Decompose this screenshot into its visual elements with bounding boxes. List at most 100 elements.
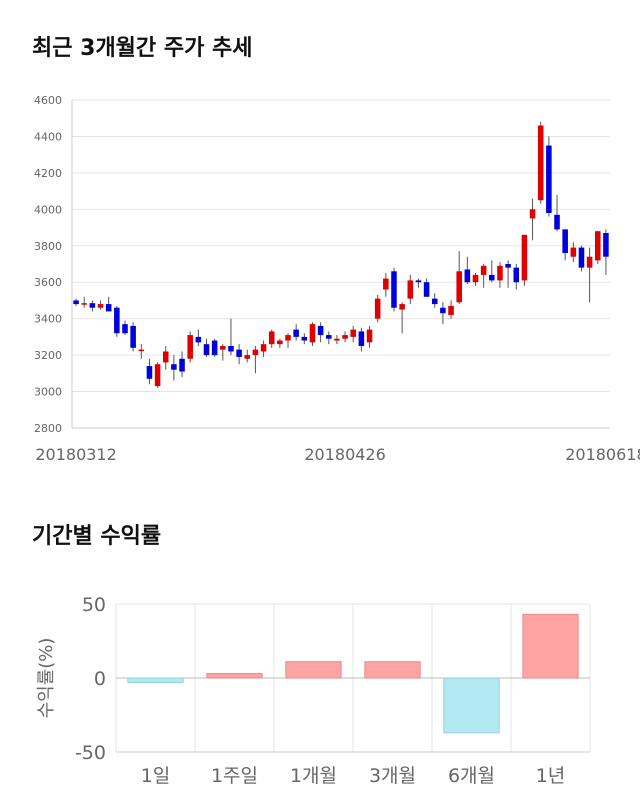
returns-bar	[206, 673, 263, 679]
candle-body	[554, 214, 560, 230]
candle-body	[350, 329, 356, 337]
candle-body	[472, 274, 479, 283]
candle	[309, 322, 316, 346]
candle	[342, 331, 348, 343]
candle-body	[81, 303, 87, 305]
candle	[252, 346, 259, 374]
candle-body	[383, 278, 389, 290]
candle-body	[358, 331, 365, 346]
candle-body	[537, 125, 544, 201]
candle	[350, 325, 356, 343]
candle-body	[366, 329, 373, 343]
returns-x-tick-label: 1개월	[290, 765, 337, 787]
candle	[162, 346, 169, 370]
candle-body	[334, 338, 340, 341]
candle	[415, 278, 422, 288]
candle-body	[244, 355, 251, 359]
candle	[464, 256, 471, 285]
candle-body	[285, 335, 291, 341]
candle	[489, 260, 495, 283]
candle	[562, 229, 568, 261]
candle	[187, 331, 193, 363]
candle-body	[423, 282, 430, 297]
candle	[529, 198, 536, 241]
returns-bar	[443, 677, 500, 734]
candle	[383, 273, 389, 297]
candle-body	[122, 324, 128, 334]
returns-y-tick-label: -50	[75, 742, 106, 764]
candle-body	[448, 305, 454, 316]
price-y-tick-label: 2800	[34, 422, 62, 435]
candle	[179, 351, 185, 377]
candle-body	[480, 265, 487, 275]
candle	[358, 327, 365, 352]
candle	[171, 355, 177, 381]
candle	[586, 247, 593, 303]
candle-body	[521, 234, 528, 281]
candle-body	[497, 265, 503, 281]
candle-body	[431, 298, 438, 305]
candle	[220, 344, 226, 361]
candle	[472, 273, 479, 286]
price-chart-title: 최근 3개월간 주가 추세	[32, 36, 253, 61]
candle-body	[374, 298, 381, 319]
returns-x-tick-label: 1일	[141, 765, 171, 787]
candle	[554, 194, 560, 232]
candle-body	[236, 349, 242, 357]
candle	[480, 264, 487, 288]
candle	[497, 262, 503, 288]
returns-y-tick-label: 0	[94, 668, 106, 690]
candle	[203, 338, 210, 357]
returns-x-tick-label: 3개월	[369, 765, 416, 787]
candle-body	[407, 280, 414, 299]
candle-body	[301, 336, 308, 341]
candle-body	[456, 271, 462, 303]
candle	[326, 331, 332, 345]
candle-body	[415, 280, 422, 283]
candle-body	[595, 231, 601, 261]
candle-body	[187, 335, 193, 359]
candle	[366, 325, 373, 348]
candle-body	[586, 256, 593, 268]
candle-body	[529, 209, 536, 219]
price-y-tick-label: 4000	[34, 203, 62, 216]
candle-body	[326, 335, 332, 339]
price-y-tick-label: 3200	[34, 349, 62, 362]
candle-body	[317, 325, 324, 336]
returns-x-tick-label: 6개월	[448, 765, 495, 787]
candle	[122, 320, 128, 336]
candle-body	[391, 271, 397, 308]
candle	[301, 333, 308, 345]
candle-body	[309, 324, 316, 343]
candle	[595, 231, 601, 264]
candle	[81, 296, 87, 308]
candle	[391, 267, 397, 312]
candle	[130, 322, 136, 352]
candle-body	[162, 351, 169, 363]
candle-body	[277, 340, 283, 345]
candle	[105, 296, 112, 312]
candle	[570, 242, 577, 263]
price-x-tick-label: 20180618	[565, 445, 640, 464]
candle-body	[138, 349, 145, 352]
candle-body	[105, 304, 112, 312]
returns-bar	[127, 677, 184, 683]
candle	[293, 324, 299, 341]
candle-body	[603, 233, 609, 257]
returns-bar	[522, 613, 579, 679]
candle-body	[505, 264, 511, 268]
candle	[374, 294, 381, 323]
candle-body	[89, 303, 96, 308]
candle-body	[73, 300, 79, 305]
candle	[138, 344, 145, 359]
price-x-tick-label: 20180312	[35, 445, 116, 464]
candle	[431, 293, 438, 308]
candle	[505, 260, 511, 288]
candle-body	[171, 364, 177, 370]
candle	[195, 329, 202, 346]
returns-bar-chart: -50 0 50 1일 1주일 1개월 3개월 6개월 1년 수익률(%)	[36, 594, 591, 787]
candle	[546, 136, 552, 217]
returns-y-tick-label: 50	[82, 594, 106, 616]
candle	[423, 278, 430, 297]
returns-y-axis-label: 수익률(%)	[36, 638, 57, 719]
